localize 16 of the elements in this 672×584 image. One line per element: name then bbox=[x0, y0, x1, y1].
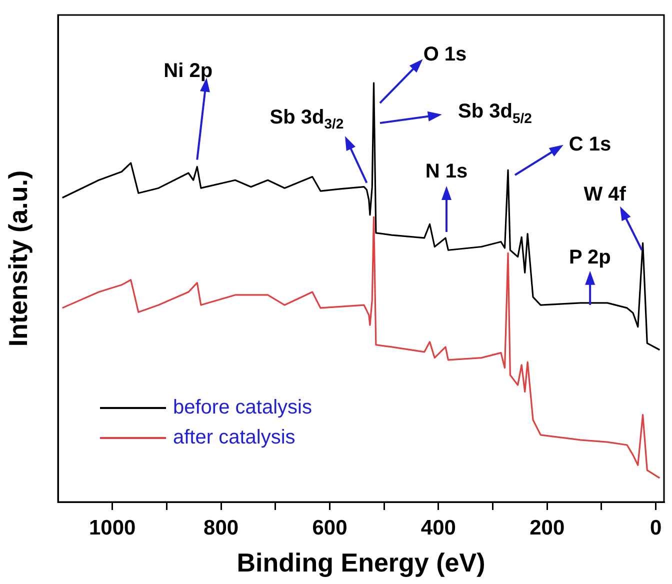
annotation: Ni 2p bbox=[164, 60, 213, 82]
annotation: N 1s bbox=[425, 160, 468, 182]
text: O 1s bbox=[423, 44, 467, 66]
x-tick-label: 1000 bbox=[88, 516, 136, 540]
x-tick-label: 200 bbox=[530, 516, 565, 540]
x-axis-title: Binding Energy (eV) bbox=[236, 548, 486, 578]
annotation: W 4f bbox=[584, 184, 626, 206]
y-axis-title: Intensity (a.u.) bbox=[2, 170, 33, 347]
x-tick-label: 800 bbox=[204, 516, 239, 540]
annotation: C 1s bbox=[568, 134, 612, 156]
legend-label: after catalysis bbox=[173, 426, 296, 449]
x-tick-label: 600 bbox=[312, 516, 348, 540]
legend-label: before catalysis bbox=[173, 396, 312, 419]
x-tick-label: 0 bbox=[650, 516, 662, 540]
x-tick-label: 400 bbox=[420, 516, 456, 540]
annotation: P 2p bbox=[568, 246, 611, 268]
